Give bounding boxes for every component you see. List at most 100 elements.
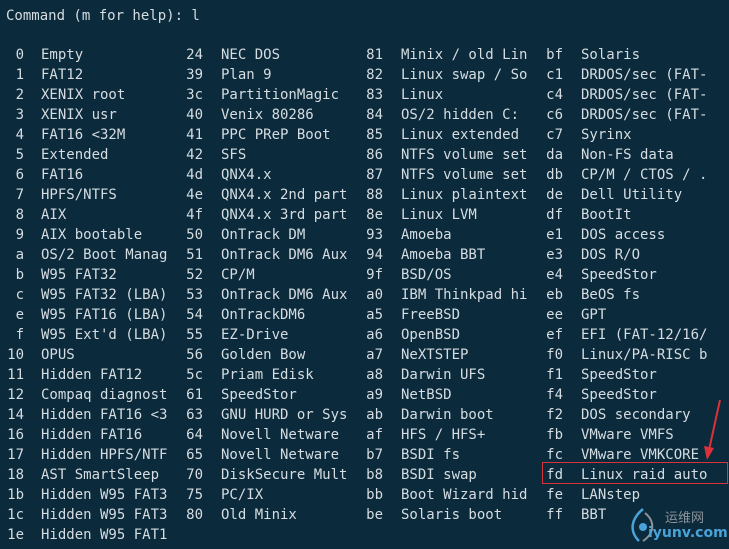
partition-type-code: af xyxy=(366,427,383,443)
partition-type-name: OS/2 Boot Manag xyxy=(41,247,168,263)
partition-type-code: 87 xyxy=(366,167,383,183)
partition-type-code: eb xyxy=(546,287,563,303)
partition-type-name: EZ-Drive xyxy=(221,327,289,343)
partition-type-code: f0 xyxy=(546,347,563,363)
partition-type-code: 12 xyxy=(7,387,24,403)
partition-type-code: c xyxy=(15,287,24,303)
partition-type-name: Linux/PA-RISC b xyxy=(581,347,708,363)
partition-type-name: DOS R/O xyxy=(581,247,641,263)
partition-type-code: 10 xyxy=(7,347,24,363)
partition-type-code: 4e xyxy=(186,187,203,203)
partition-type-code: da xyxy=(546,147,563,163)
partition-type-code: 61 xyxy=(186,387,203,403)
partition-type-name: GPT xyxy=(581,307,607,323)
partition-type-code: 56 xyxy=(186,347,203,363)
partition-type-code: 94 xyxy=(366,247,383,263)
partition-type-code: 41 xyxy=(186,127,203,143)
watermark: 运维网 iyunv.com xyxy=(625,505,729,545)
partition-type-code: f xyxy=(15,327,24,343)
partition-type-name: Plan 9 xyxy=(221,67,272,83)
partition-type-code: 2 xyxy=(15,87,24,103)
partition-type-name: DRDOS/sec (FAT- xyxy=(581,107,708,123)
partition-type-code: 51 xyxy=(186,247,203,263)
partition-type-code: 4f xyxy=(186,207,203,223)
partition-type-code: 24 xyxy=(186,47,203,63)
partition-type-code: e4 xyxy=(546,267,563,283)
partition-type-name: SFS xyxy=(221,147,247,163)
command-prompt: Command (m for help): l xyxy=(6,8,200,24)
partition-type-name: PC/IX xyxy=(221,487,264,503)
partition-type-name: W95 FAT16 (LBA) xyxy=(41,307,168,323)
partition-type-name: Compaq diagnost xyxy=(41,387,168,403)
partition-type-code: 93 xyxy=(366,227,383,243)
partition-type-code: 75 xyxy=(186,487,203,503)
partition-type-name: OnTrackDM6 xyxy=(221,307,306,323)
partition-type-code: 5c xyxy=(186,367,203,383)
partition-type-code: bb xyxy=(366,487,383,503)
partition-type-code: 11 xyxy=(7,367,24,383)
partition-type-name: Darwin UFS xyxy=(401,367,486,383)
partition-type-name: NEC DOS xyxy=(221,47,281,63)
partition-type-code: 18 xyxy=(7,467,24,483)
partition-type-code: b8 xyxy=(366,467,383,483)
partition-type-name: Darwin boot xyxy=(401,407,494,423)
partition-type-name: PartitionMagic xyxy=(221,87,340,103)
partition-type-code: b7 xyxy=(366,447,383,463)
partition-type-name: Solaris xyxy=(581,47,641,63)
partition-type-name: W95 FAT32 (LBA) xyxy=(41,287,168,303)
partition-type-name: DOS access xyxy=(581,227,666,243)
partition-type-name: AST SmartSleep xyxy=(41,467,160,483)
partition-type-name: SpeedStor xyxy=(581,387,657,403)
partition-type-name: Priam Edisk xyxy=(221,367,314,383)
partition-type-name: OS/2 hidden C: xyxy=(401,107,520,123)
partition-type-code: 65 xyxy=(186,447,203,463)
partition-type-code: fe xyxy=(546,487,563,503)
partition-type-code: 85 xyxy=(366,127,383,143)
partition-type-name: Amoeba BBT xyxy=(401,247,486,263)
partition-type-name: Hidden FAT16 <3 xyxy=(41,407,168,423)
partition-type-code: 84 xyxy=(366,107,383,123)
partition-type-name: OnTrack DM6 Aux xyxy=(221,247,348,263)
partition-type-name: HPFS/NTFS xyxy=(41,187,117,203)
partition-type-code: 3c xyxy=(186,87,203,103)
partition-type-code: c4 xyxy=(546,87,563,103)
partition-type-code: ff xyxy=(546,507,563,523)
partition-type-name: OpenBSD xyxy=(401,327,461,343)
partition-type-code: a9 xyxy=(366,387,383,403)
partition-type-code: a xyxy=(15,247,24,263)
partition-type-name: Linux swap / So xyxy=(401,67,528,83)
watermark-text-en: iyunv.com xyxy=(648,525,728,541)
partition-type-code: 14 xyxy=(7,407,24,423)
partition-type-name: PPC PReP Boot xyxy=(221,127,331,143)
partition-type-name: BootIt xyxy=(581,207,632,223)
partition-type-name: BSDI swap xyxy=(401,467,477,483)
partition-type-name: QNX4.x xyxy=(221,167,272,183)
partition-type-code: 82 xyxy=(366,67,383,83)
partition-type-code: a6 xyxy=(366,327,383,343)
partition-type-code: a0 xyxy=(366,287,383,303)
partition-type-name: Boot Wizard hid xyxy=(401,487,528,503)
partition-type-name: NeXTSTEP xyxy=(401,347,469,363)
partition-type-name: SpeedStor xyxy=(581,367,657,383)
partition-type-name: Dell Utility xyxy=(581,187,683,203)
partition-type-name: Venix 80286 xyxy=(221,107,314,123)
partition-type-code: 80 xyxy=(186,507,203,523)
partition-type-name: NetBSD xyxy=(401,387,452,403)
partition-type-name: Linux extended xyxy=(401,127,520,143)
partition-type-name: VMware VMFS xyxy=(581,427,674,443)
partition-type-code: e xyxy=(15,307,24,323)
partition-type-code: 52 xyxy=(186,267,203,283)
partition-type-code: fd xyxy=(546,467,563,483)
partition-type-code: b xyxy=(15,267,24,283)
partition-type-code: 1e xyxy=(7,527,24,543)
partition-type-code: 53 xyxy=(186,287,203,303)
partition-type-code: 9 xyxy=(15,227,24,243)
partition-type-code: f4 xyxy=(546,387,563,403)
partition-type-name: Syrinx xyxy=(581,127,632,143)
partition-type-name: DOS secondary xyxy=(581,407,691,423)
partition-type-name: AIX xyxy=(41,207,67,223)
partition-type-name: BBT xyxy=(581,507,607,523)
partition-type-code: 70 xyxy=(186,467,203,483)
partition-type-name: OnTrack DM xyxy=(221,227,306,243)
